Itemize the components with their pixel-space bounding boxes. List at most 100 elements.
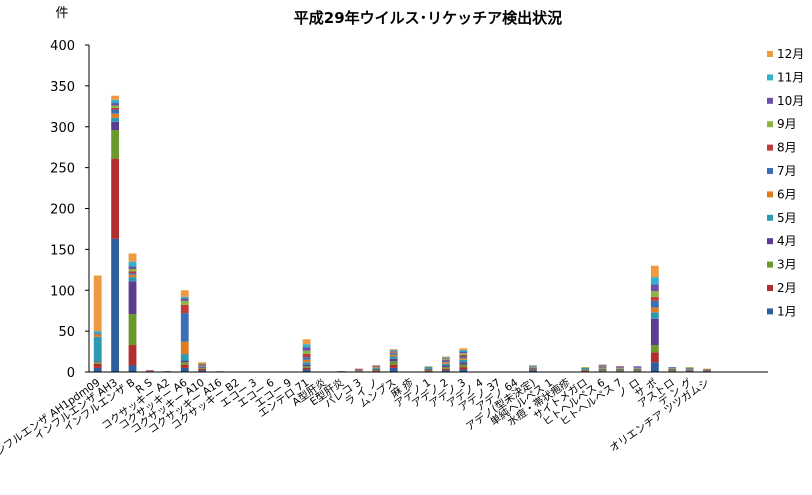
bar-segment — [685, 369, 694, 371]
bar-segment — [459, 362, 468, 365]
bar-segment — [441, 362, 450, 364]
bar-segment — [389, 353, 398, 355]
bar-segment — [389, 364, 398, 368]
bar-segment — [441, 360, 450, 363]
bar-segment — [111, 99, 120, 104]
bar-segment — [372, 370, 381, 372]
bar-segment — [372, 365, 381, 367]
y-tick-label: 400 — [50, 39, 75, 54]
bar-segment — [372, 368, 381, 370]
legend-label: 2月 — [777, 281, 797, 295]
bar-segment — [111, 158, 120, 239]
bar-segment — [424, 367, 433, 369]
bar-segment — [111, 130, 120, 159]
bar-segment — [598, 365, 607, 367]
bar-segment — [441, 367, 450, 369]
legend-swatch — [767, 261, 773, 268]
bar-segment — [93, 275, 102, 332]
bar-segment — [111, 95, 120, 100]
legend-swatch — [767, 285, 773, 291]
bar-segment — [685, 367, 694, 369]
bar-segment — [633, 370, 642, 372]
bar-segment — [668, 367, 677, 369]
bar-segment — [128, 274, 137, 278]
bar-segment — [633, 369, 642, 371]
bar-segment — [424, 367, 433, 368]
bar-segment — [459, 364, 468, 368]
bar-segment — [93, 363, 102, 368]
bar-segment — [685, 367, 694, 368]
bar-segment — [616, 367, 624, 369]
bar-segment — [650, 265, 659, 278]
bar-segment — [302, 369, 311, 372]
bar-segment — [529, 369, 537, 371]
y-tick-label: 200 — [50, 203, 75, 218]
bar-segment — [668, 370, 677, 372]
bar-segment — [650, 291, 659, 297]
bar-segment — [616, 368, 624, 370]
legend-label: 10月 — [777, 94, 804, 108]
bar-segment — [111, 107, 120, 110]
legend-label: 11月 — [777, 70, 804, 84]
bar-segment — [198, 365, 207, 367]
bar-segment — [302, 366, 311, 368]
bar-segment — [372, 367, 381, 368]
bar-segment — [128, 365, 137, 372]
bar-segment — [198, 370, 207, 372]
bar-segment — [93, 334, 102, 337]
bar-segment — [441, 365, 450, 368]
bar-segment — [459, 356, 468, 359]
bar-segment — [703, 369, 711, 371]
bar-segment — [198, 363, 207, 365]
bar-segment — [389, 367, 398, 372]
bar-segment — [198, 367, 207, 368]
bar-segment — [198, 367, 207, 369]
bar-segment — [441, 359, 450, 361]
bar-segment — [389, 349, 398, 350]
bar-segment — [650, 296, 659, 301]
bar-segment — [198, 362, 207, 364]
legend-swatch — [767, 238, 773, 245]
bar-segment — [93, 331, 102, 334]
bar-segment — [180, 298, 189, 301]
bar-segment — [93, 362, 102, 364]
bar-segment — [581, 367, 590, 368]
bar-segment — [668, 369, 677, 371]
bar-segment — [441, 358, 450, 360]
bar-segment — [302, 364, 311, 367]
bar-segment — [128, 253, 137, 262]
bar-segment — [354, 370, 363, 372]
bar-segment — [703, 368, 711, 370]
bar-segment — [372, 366, 381, 368]
bar-segment — [441, 368, 450, 371]
bar-segment — [180, 313, 189, 342]
legend-label: 3月 — [777, 258, 797, 272]
bar-segment — [633, 367, 642, 368]
bar-segment — [529, 366, 537, 368]
legend-swatch — [767, 144, 773, 151]
bar-segment — [198, 368, 207, 371]
bar-segment — [93, 367, 102, 372]
bar-segment — [180, 364, 189, 368]
bar-segment — [389, 361, 398, 365]
chart-title: 平成29年ウイルス･リケッチア検出状況 — [294, 9, 562, 27]
bar-segment — [650, 318, 659, 346]
bar-segment — [650, 300, 659, 308]
bar-segment — [389, 354, 398, 357]
bar-segment — [441, 363, 450, 366]
bar-segment — [111, 103, 120, 106]
bar-segment — [93, 336, 102, 362]
bar-segment — [598, 367, 607, 369]
legend-label: 4月 — [777, 234, 797, 248]
bar-segment — [424, 369, 433, 371]
bar-segment — [441, 357, 450, 359]
bar-segment — [128, 277, 137, 282]
bar-segment — [616, 366, 624, 368]
bar-segment — [128, 313, 137, 346]
bar-segment — [668, 368, 677, 370]
bar-segment — [424, 370, 433, 372]
legend-swatch — [767, 214, 773, 221]
bar-segment — [180, 341, 189, 355]
